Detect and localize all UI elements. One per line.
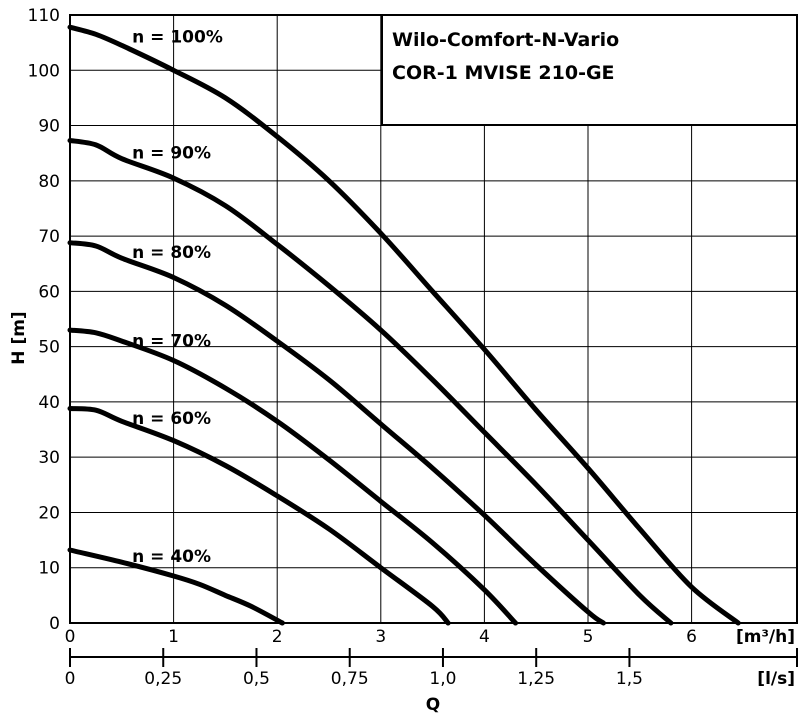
chart-title-line-1: Wilo-Comfort-N-Vario <box>392 29 619 51</box>
y-tick-label: 30 <box>38 448 60 468</box>
x-tick-label: 0 <box>65 627 76 647</box>
x-tick-label: 6 <box>686 627 697 647</box>
curves <box>67 24 741 626</box>
y-tick-label: 80 <box>38 172 60 192</box>
x-axis-title: Q <box>426 695 440 715</box>
x-tick-label: 2 <box>272 627 283 647</box>
y-tick-label: 40 <box>38 393 60 413</box>
y-tick-label: 0 <box>49 614 60 634</box>
y-tick-label: 70 <box>38 227 60 247</box>
x2-tick-label: 1,5 <box>616 669 643 689</box>
series-curve-1 <box>67 138 674 626</box>
y-tick-label: 90 <box>38 117 60 137</box>
y-tick-label: 60 <box>38 282 60 302</box>
series-label: n = 100% <box>132 28 223 48</box>
y-tick-label: 20 <box>38 503 60 523</box>
x-tick-label: 5 <box>583 627 594 647</box>
y-tick-label: 50 <box>38 338 60 358</box>
y-tick-label: 100 <box>28 61 60 81</box>
series-curve-0 <box>67 24 741 626</box>
x2-tick-label: 0,5 <box>243 669 270 689</box>
x2-tick-label: 0,25 <box>144 669 182 689</box>
title-box: Wilo-Comfort-N-Vario COR-1 MVISE 210-GE <box>381 14 798 126</box>
x-tick-label: 4 <box>479 627 490 647</box>
x2-tick-label: 0 <box>65 669 76 689</box>
x2-tick-label: 0,75 <box>331 669 369 689</box>
x-tick-label: 1 <box>168 627 179 647</box>
series-label: n = 70% <box>132 332 211 352</box>
series-label: n = 60% <box>132 409 211 429</box>
series-curve-4 <box>67 406 451 626</box>
series-label: n = 80% <box>132 243 211 263</box>
series-labels: n = 100% n = 90% n = 80% n = 70% n = 60% n = … <box>132 28 223 568</box>
series-curve-5 <box>67 547 285 626</box>
series-curve-3 <box>67 327 518 626</box>
series-label: n = 90% <box>132 144 211 164</box>
x-axis-unit-m3h: [m³/h] <box>736 627 795 647</box>
y-tick-label: 110 <box>28 6 60 26</box>
title-box-border <box>381 14 798 126</box>
chart-title-line-2: COR-1 MVISE 210-GE <box>392 62 615 84</box>
y-tick-label: 10 <box>38 559 60 579</box>
series-curve-2 <box>67 240 606 626</box>
x2-tick-label: 1,25 <box>517 669 555 689</box>
series-label: n = 40% <box>132 547 211 567</box>
y-axis-title: H [m] <box>9 311 29 364</box>
x-tick-label: 3 <box>375 627 386 647</box>
x2-tick-label: 1,0 <box>429 669 456 689</box>
x-axis-unit-ls: [l/s] <box>757 669 795 689</box>
